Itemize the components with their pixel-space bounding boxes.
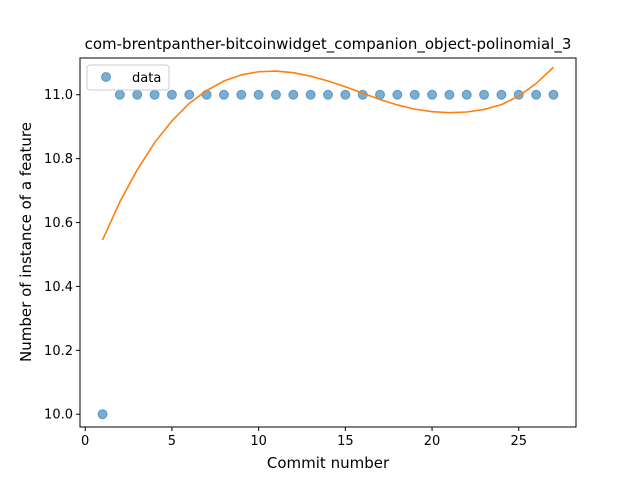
y-axis-label: Number of instance of a feature	[17, 122, 35, 362]
x-axis: 0 5 10 15 20 25	[81, 427, 527, 449]
y-tick-label: 10.4	[44, 280, 73, 295]
x-tick-label: 0	[81, 434, 89, 449]
data-point	[480, 90, 489, 99]
data-point	[98, 410, 107, 419]
data-point	[462, 90, 471, 99]
data-point	[115, 90, 124, 99]
x-tick-label: 15	[337, 434, 354, 449]
plot-area	[98, 67, 558, 418]
data-point	[324, 90, 333, 99]
data-point	[445, 90, 454, 99]
data-point	[185, 90, 194, 99]
data-point	[133, 90, 142, 99]
chart-title: com-brentpanther-bitcoinwidget_companion…	[85, 35, 572, 54]
x-tick-label: 25	[510, 434, 527, 449]
legend: data	[87, 65, 169, 90]
data-point	[393, 90, 402, 99]
y-tick-label: 10.2	[44, 344, 73, 359]
plot-frame	[80, 58, 576, 427]
data-point	[271, 90, 280, 99]
data-point	[219, 90, 228, 99]
data-point	[532, 90, 541, 99]
data-point	[254, 90, 263, 99]
data-point	[497, 90, 506, 99]
data-point	[428, 90, 437, 99]
legend-label-data: data	[132, 71, 161, 86]
y-tick-label: 10.0	[44, 408, 73, 423]
data-point	[549, 90, 558, 99]
y-axis: 10.0 10.2 10.4 10.6 10.8 11.0	[44, 88, 80, 422]
data-point	[237, 90, 246, 99]
x-tick-label: 5	[168, 434, 176, 449]
legend-marker-data	[102, 73, 111, 82]
data-point	[289, 90, 298, 99]
data-point	[167, 90, 176, 99]
x-tick-label: 10	[250, 434, 267, 449]
data-point	[150, 90, 159, 99]
y-tick-label: 10.8	[44, 152, 73, 167]
y-tick-label: 11.0	[44, 88, 73, 103]
data-point	[202, 90, 211, 99]
y-tick-label: 10.6	[44, 216, 73, 231]
data-point	[306, 90, 315, 99]
x-tick-label: 20	[424, 434, 441, 449]
data-point	[410, 90, 419, 99]
data-point	[341, 90, 350, 99]
x-axis-label: Commit number	[267, 454, 390, 472]
